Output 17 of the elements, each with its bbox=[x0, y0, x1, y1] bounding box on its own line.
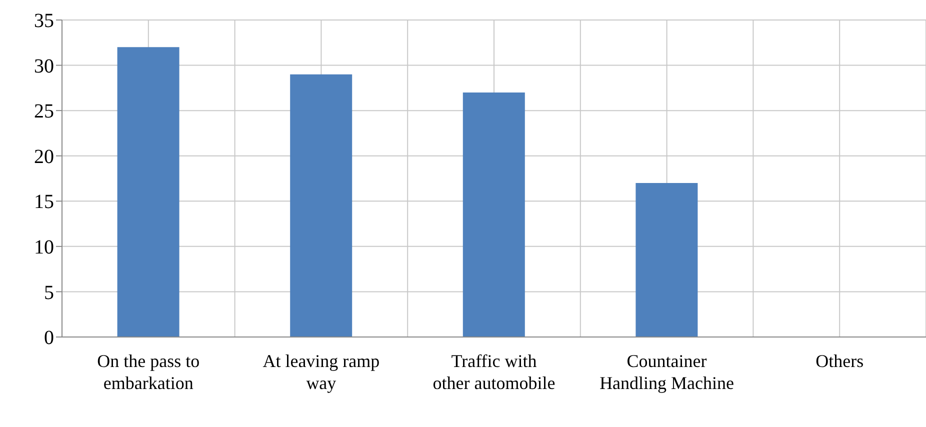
y-tick-label: 35 bbox=[34, 10, 54, 32]
y-tick-label: 10 bbox=[34, 236, 54, 259]
bar bbox=[636, 183, 698, 337]
y-tick-label: 30 bbox=[34, 55, 54, 78]
bar bbox=[290, 74, 352, 337]
bar bbox=[462, 92, 525, 337]
y-tick-label: 25 bbox=[34, 100, 54, 123]
x-tick-label: On the pass to embarkation bbox=[97, 351, 200, 393]
x-tick-label: Traffic with other automobile bbox=[432, 351, 556, 393]
bar bbox=[117, 47, 180, 337]
y-tick-label: 0 bbox=[44, 327, 54, 350]
y-tick-label: 15 bbox=[34, 191, 54, 214]
x-tick-label: Others bbox=[816, 351, 864, 371]
y-tick-label: 5 bbox=[44, 282, 54, 304]
x-tick-label: Countainer Handling Machine bbox=[600, 351, 734, 393]
y-tick-label: 20 bbox=[34, 146, 54, 168]
x-tick-label: At leaving ramp way bbox=[262, 351, 380, 393]
